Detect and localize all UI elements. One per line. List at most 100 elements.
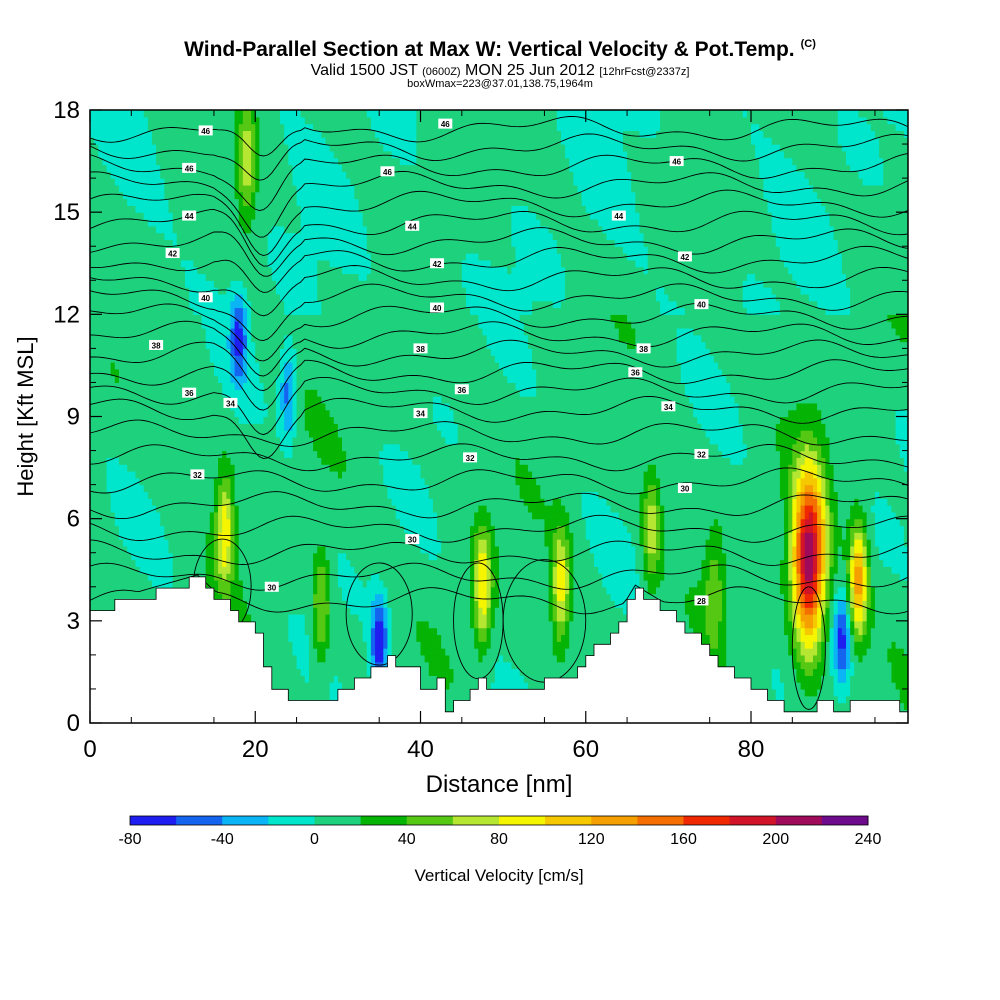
velocity-cell bbox=[156, 300, 161, 309]
velocity-cell bbox=[304, 123, 310, 132]
velocity-cell bbox=[280, 157, 285, 166]
velocity-cell bbox=[313, 334, 318, 343]
velocity-cell bbox=[197, 539, 203, 547]
velocity-cell bbox=[90, 171, 95, 179]
velocity-cell bbox=[180, 375, 186, 384]
velocity-cell bbox=[110, 130, 116, 138]
velocity-cell bbox=[280, 491, 285, 499]
velocity-cell bbox=[176, 314, 182, 322]
velocity-cell bbox=[139, 348, 145, 356]
velocity-cell bbox=[151, 314, 157, 322]
velocity-cell bbox=[292, 402, 298, 411]
velocity-cell bbox=[255, 532, 260, 540]
velocity-cell bbox=[280, 484, 285, 493]
velocity-cell bbox=[189, 525, 194, 533]
velocity-cell bbox=[127, 198, 132, 206]
velocity-cell bbox=[209, 498, 215, 506]
velocity-cell bbox=[296, 498, 302, 506]
velocity-cell bbox=[168, 457, 174, 465]
velocity-cell bbox=[135, 477, 141, 486]
velocity-cell bbox=[106, 484, 112, 493]
velocity-cell bbox=[213, 409, 219, 418]
velocity-cell bbox=[238, 586, 244, 595]
velocity-cell bbox=[251, 436, 256, 445]
velocity-cell bbox=[313, 470, 318, 479]
velocity-cell bbox=[218, 212, 223, 220]
velocity-cell bbox=[164, 552, 170, 561]
velocity-cell bbox=[296, 511, 302, 520]
velocity-cell bbox=[139, 307, 145, 315]
velocity-cell bbox=[292, 620, 298, 629]
velocity-cell bbox=[185, 579, 190, 588]
velocity-cell bbox=[251, 464, 256, 472]
velocity-cell bbox=[94, 368, 99, 377]
velocity-cell bbox=[242, 409, 248, 418]
velocity-cell bbox=[304, 212, 310, 220]
velocity-cell bbox=[90, 110, 95, 118]
velocity-cell bbox=[218, 123, 223, 132]
velocity-cell bbox=[263, 362, 269, 370]
velocity-cell bbox=[275, 205, 281, 213]
velocity-cell bbox=[308, 191, 314, 200]
velocity-cell bbox=[218, 436, 223, 445]
velocity-cell bbox=[209, 253, 215, 261]
velocity-cell bbox=[255, 246, 260, 254]
velocity-cell bbox=[98, 457, 103, 465]
velocity-cell bbox=[114, 253, 120, 261]
velocity-cell bbox=[288, 246, 294, 254]
velocity-cell bbox=[205, 491, 211, 499]
velocity-cell bbox=[246, 552, 252, 561]
velocity-cell bbox=[127, 273, 132, 281]
velocity-cell bbox=[251, 266, 256, 275]
velocity-cell bbox=[123, 573, 128, 581]
velocity-cell bbox=[151, 116, 157, 125]
velocity-cell bbox=[275, 477, 281, 486]
velocity-cell bbox=[147, 593, 153, 601]
velocity-cell bbox=[296, 396, 302, 404]
velocity-cell bbox=[284, 682, 289, 690]
velocity-cell bbox=[222, 511, 227, 520]
velocity-cell bbox=[139, 293, 145, 302]
velocity-cell bbox=[296, 600, 302, 608]
velocity-cell bbox=[110, 239, 116, 247]
velocity-cell bbox=[296, 225, 302, 234]
velocity-cell bbox=[106, 402, 112, 411]
velocity-cell bbox=[114, 144, 120, 152]
velocity-cell bbox=[135, 559, 141, 567]
velocity-cell bbox=[259, 184, 265, 193]
velocity-cell bbox=[213, 484, 219, 493]
velocity-cell bbox=[271, 552, 277, 561]
velocity-cell bbox=[90, 191, 95, 200]
velocity-cell bbox=[180, 436, 186, 445]
velocity-cell bbox=[234, 348, 240, 356]
velocity-cell bbox=[242, 293, 248, 302]
velocity-cell bbox=[259, 443, 265, 452]
velocity-cell bbox=[292, 525, 298, 533]
velocity-cell bbox=[263, 375, 269, 384]
velocity-cell bbox=[205, 307, 211, 315]
velocity-cell bbox=[275, 239, 281, 247]
velocity-cell bbox=[201, 205, 207, 213]
velocity-cell bbox=[313, 273, 318, 281]
velocity-cell bbox=[90, 511, 95, 520]
velocity-cell bbox=[106, 552, 112, 561]
velocity-cell bbox=[135, 246, 141, 254]
velocity-cell bbox=[147, 232, 153, 241]
velocity-cell bbox=[90, 327, 95, 336]
velocity-cell bbox=[127, 498, 132, 506]
velocity-cell bbox=[292, 668, 298, 676]
velocity-cell bbox=[300, 273, 306, 281]
velocity-cell bbox=[197, 559, 203, 567]
velocity-cell bbox=[189, 150, 194, 159]
velocity-cell bbox=[118, 110, 124, 118]
velocity-cell bbox=[284, 436, 289, 445]
velocity-cell bbox=[234, 518, 240, 527]
velocity-cell bbox=[218, 355, 223, 363]
velocity-cell bbox=[180, 559, 186, 567]
velocity-cell bbox=[197, 246, 203, 254]
velocity-cell bbox=[246, 300, 252, 309]
velocity-cell bbox=[118, 532, 124, 540]
velocity-cell bbox=[127, 178, 132, 186]
velocity-cell bbox=[123, 287, 128, 295]
velocity-cell bbox=[164, 396, 170, 404]
